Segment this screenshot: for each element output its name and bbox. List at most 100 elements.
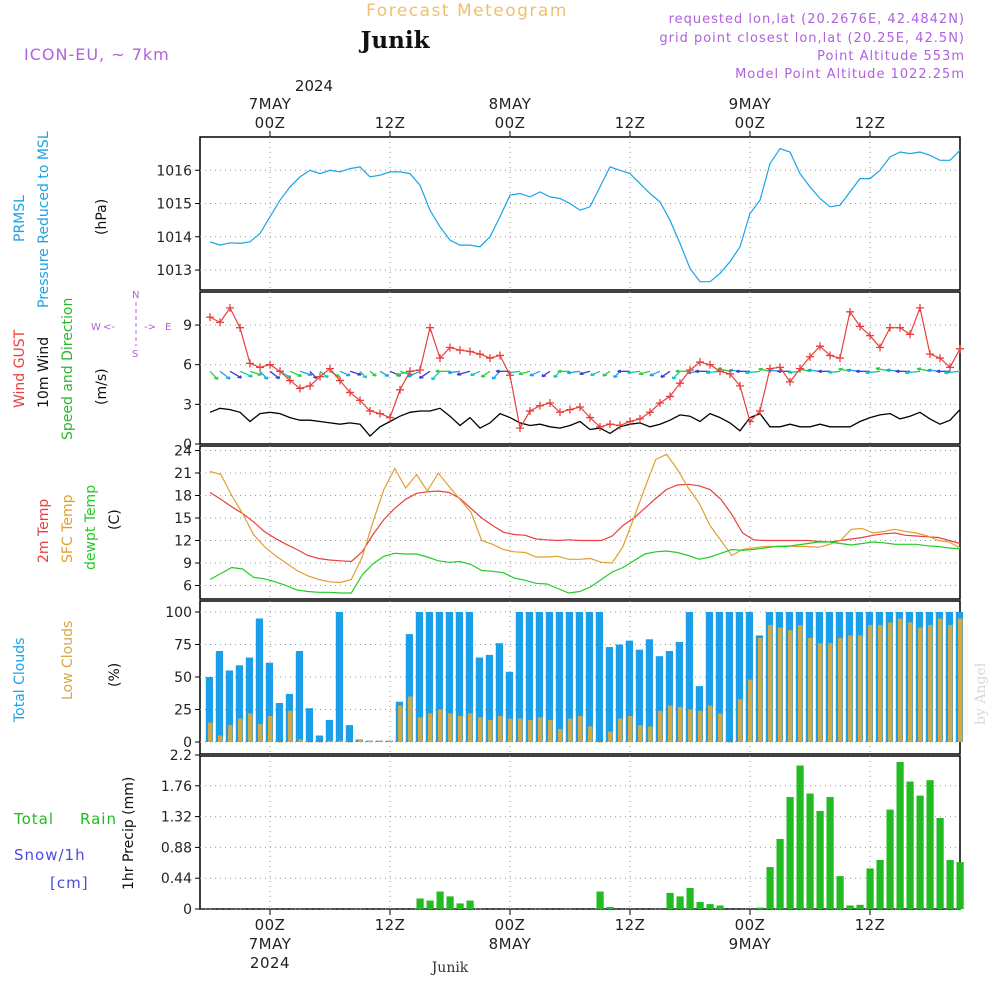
gust-marker	[786, 377, 794, 386]
low-cloud-bar	[558, 729, 563, 742]
low-cloud-bar	[698, 710, 703, 742]
low-cloud-bar	[818, 643, 823, 742]
gust-marker	[836, 354, 844, 363]
low-cloud-bar	[298, 739, 303, 742]
low-cloud-bar	[538, 717, 543, 742]
precip-bar	[756, 907, 764, 909]
low-cloud-bar	[838, 638, 843, 742]
precip-bar	[816, 811, 824, 909]
gust-marker	[306, 381, 314, 390]
precip-bar	[786, 797, 794, 909]
wind-arrow-head	[435, 369, 440, 372]
low-cloud-bar	[878, 625, 883, 742]
gust-marker	[446, 343, 454, 352]
low-cloud-bar	[328, 740, 333, 742]
low-cloud-bar	[858, 635, 863, 742]
wind-arrow-head	[226, 377, 231, 380]
y-tick-label: 24	[174, 444, 192, 460]
time-label-bottom: 00Z	[255, 916, 286, 934]
pressure-labels: PRMSL Pressure Reduced to MSL (hPa)	[12, 131, 110, 308]
wind-arrow-head	[480, 374, 483, 378]
gust-marker	[716, 367, 724, 376]
credit-label: by Angel	[973, 662, 989, 725]
low-cloud-bar	[428, 713, 433, 742]
precip-bar	[456, 903, 464, 909]
total-cloud-bar	[705, 612, 713, 742]
low-cloud-bar	[388, 740, 393, 742]
precip-bar	[426, 900, 434, 909]
precip-bar	[676, 896, 684, 909]
total-cloud-bar	[605, 647, 613, 742]
low-cloud-bar	[238, 718, 243, 742]
gust-marker	[236, 323, 244, 332]
wind-arrow-head	[213, 377, 218, 380]
gust-marker	[606, 420, 614, 429]
y-tick-label: 6	[183, 579, 192, 595]
precip-bar	[936, 818, 944, 909]
low-cloud-bar	[448, 713, 453, 742]
precip-bar	[946, 860, 954, 909]
y-tick-label: 1014	[156, 230, 192, 246]
top-year-label: 2024	[295, 77, 333, 95]
total-cloud-bar	[425, 612, 433, 742]
low-cloud-bar	[338, 740, 343, 742]
low-cloud-bar	[518, 718, 523, 742]
requested-coords: requested lon,lat (20.2676E, 42.4842N)	[669, 12, 965, 27]
precip-bars	[200, 762, 964, 910]
precip-bar	[696, 902, 704, 909]
total-cloud-label: Total Clouds	[12, 638, 28, 723]
gust-marker	[436, 354, 444, 363]
precip-bar	[596, 891, 604, 909]
low-cloud-bar	[288, 710, 293, 742]
wind-arrow-head	[705, 370, 710, 374]
low-cloud-bar	[688, 709, 693, 742]
y-tick-label: 1016	[156, 163, 192, 179]
wind-arrow-head	[895, 369, 900, 372]
wind-arrow-head	[638, 371, 642, 375]
gust-marker	[476, 350, 484, 359]
total-cloud-bar	[215, 651, 223, 742]
total-cloud-bar	[565, 612, 573, 742]
wind-arrow-head	[649, 373, 652, 377]
wind-arrow-head	[237, 376, 242, 379]
wind-arrow	[259, 370, 268, 380]
wind-arrow-head	[495, 369, 500, 372]
low-cloud-bar	[758, 638, 763, 742]
low-cloud-bar	[258, 723, 263, 742]
gust-marker	[706, 360, 714, 369]
panel-frame	[199, 445, 961, 600]
wind-arrow-head	[419, 375, 422, 379]
low-cloud-bar	[508, 718, 513, 742]
rain-label: Rain	[80, 810, 117, 828]
gust-marker	[746, 417, 754, 426]
compass-north: N	[132, 290, 139, 301]
y-tick-label: 6	[183, 358, 192, 374]
low-cloud-bar	[348, 742, 353, 743]
total-cloud-bar	[305, 708, 313, 742]
y-tick-label: 3	[183, 397, 192, 413]
y-tick-label: 15	[174, 511, 192, 527]
total-cloud-bar	[255, 618, 263, 742]
wind-arrow	[407, 370, 421, 378]
wind-arrow	[229, 370, 242, 379]
gust-marker	[376, 409, 384, 418]
wind-arrow-head	[590, 372, 593, 376]
time-label-bottom: 00Z	[495, 916, 526, 934]
gust-marker	[616, 421, 624, 430]
total-cloud-bar	[495, 643, 503, 742]
low-cloud-bar	[598, 742, 603, 743]
gust-marker	[906, 330, 914, 339]
wind-arrow	[807, 369, 821, 372]
plot-area: 1013101410151016036969121518212402550751…	[156, 95, 964, 972]
total-cloud-bar	[405, 634, 413, 742]
gust-marker	[416, 365, 424, 374]
total-cloud-bar	[445, 612, 453, 742]
low-cloud-bar	[378, 740, 383, 742]
gust-marker	[776, 363, 784, 372]
low-cloud-bar	[668, 705, 673, 742]
wind-arrow-head	[324, 376, 329, 379]
model-altitude: Model Point Altitude 1022.25m	[735, 67, 965, 82]
gust-marker	[666, 392, 674, 401]
total-cloud-bar	[575, 612, 583, 742]
low-cloud-bar	[498, 716, 503, 742]
